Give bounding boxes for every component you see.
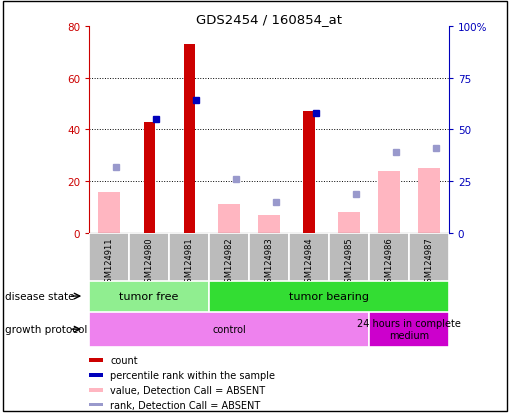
Text: tumor free: tumor free (119, 291, 179, 301)
Bar (209, 233, 248, 281)
Text: GSM124980: GSM124980 (145, 237, 153, 287)
Bar (89, 281, 209, 312)
Bar (209, 281, 448, 312)
Bar (89, 388, 103, 392)
Bar (183, 45, 194, 233)
Bar (303, 112, 314, 233)
Bar (169, 233, 209, 281)
Bar (89, 373, 103, 377)
Text: control: control (212, 324, 245, 335)
Bar (417, 169, 439, 233)
Text: GSM124986: GSM124986 (384, 237, 392, 288)
Bar (258, 215, 279, 233)
Text: growth protocol: growth protocol (5, 324, 88, 335)
Bar (129, 233, 169, 281)
Text: GSM124984: GSM124984 (304, 237, 313, 287)
Bar (89, 312, 368, 347)
Bar (368, 233, 408, 281)
Text: GSM124985: GSM124985 (344, 237, 353, 287)
Text: percentile rank within the sample: percentile rank within the sample (110, 370, 275, 380)
Text: 24 hours in complete
medium: 24 hours in complete medium (356, 318, 460, 340)
Text: GSM124983: GSM124983 (264, 237, 273, 288)
Text: rank, Detection Call = ABSENT: rank, Detection Call = ABSENT (110, 400, 260, 410)
Bar (89, 403, 103, 406)
Text: disease state: disease state (5, 291, 74, 301)
Bar (89, 358, 103, 362)
Bar (218, 205, 240, 233)
Bar (248, 233, 289, 281)
Bar (98, 192, 120, 233)
Bar (337, 213, 359, 233)
Bar (89, 233, 129, 281)
Bar (328, 233, 368, 281)
Bar (408, 233, 448, 281)
Text: GSM124982: GSM124982 (224, 237, 233, 287)
Text: value, Detection Call = ABSENT: value, Detection Call = ABSENT (110, 385, 265, 395)
Text: GSM124981: GSM124981 (184, 237, 193, 287)
Bar (144, 122, 154, 233)
Bar (377, 171, 399, 233)
Text: GSM124911: GSM124911 (104, 237, 114, 287)
Bar (289, 233, 328, 281)
Text: GSM124987: GSM124987 (423, 237, 433, 288)
Text: tumor bearing: tumor bearing (289, 291, 368, 301)
Bar (368, 312, 448, 347)
Text: count: count (110, 355, 137, 365)
Title: GDS2454 / 160854_at: GDS2454 / 160854_at (195, 13, 342, 26)
